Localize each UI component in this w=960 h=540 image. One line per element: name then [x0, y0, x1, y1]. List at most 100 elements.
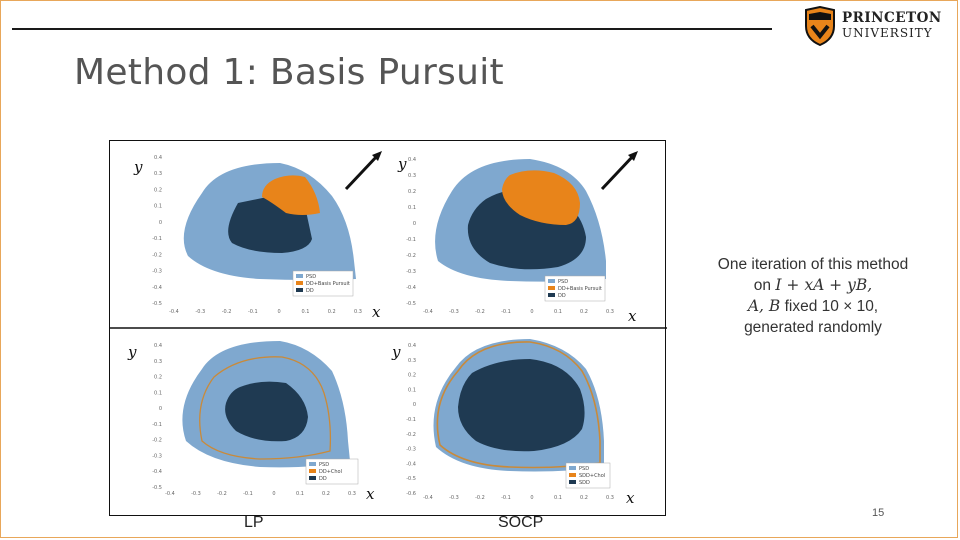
- x-tick-label: 0.3: [606, 495, 614, 501]
- note-line-1: One iteration of this method: [717, 256, 909, 273]
- x-tick-label: -0.3: [195, 309, 205, 315]
- y-tick-label: -0.2: [406, 432, 416, 438]
- legend: PSD SDD+Chol SDD: [565, 462, 611, 489]
- y-tick-label: 0.1: [154, 204, 162, 210]
- note-line-2-prefix: on: [753, 277, 776, 294]
- x-tick-label: -0.1: [248, 309, 258, 315]
- y-tick-label: -0.5: [152, 301, 162, 307]
- x-axis-var: x: [366, 485, 375, 503]
- legend: PSD DD+Chol DD: [305, 458, 359, 485]
- x-tick-label: -0.3: [191, 491, 201, 497]
- legend-dd-chol: DD+Chol: [319, 469, 342, 475]
- x-tick-label: -0.4: [165, 491, 175, 497]
- legend-dd: DD: [306, 288, 314, 294]
- x-tick-label: 0.1: [296, 491, 304, 497]
- note-line-3-math: A, B: [747, 297, 781, 315]
- y-tick-label: -0.4: [152, 285, 162, 291]
- y-tick-label: 0.3: [408, 173, 416, 179]
- sdd-region: [458, 359, 585, 452]
- arrow-left: [344, 153, 380, 191]
- y-tick-label: -0.2: [152, 252, 162, 258]
- y-tick-label: 0.1: [154, 390, 162, 396]
- x-tick-label: -0.2: [475, 495, 485, 501]
- slide-title: Method 1: Basis Pursuit: [74, 52, 504, 93]
- y-tick-label: 0.2: [408, 189, 416, 195]
- legend-psd: PSD: [579, 466, 589, 472]
- x-axis-var: x: [372, 303, 381, 321]
- y-tick-label: -0.3: [406, 269, 416, 275]
- x-tick-label: 0: [530, 309, 533, 315]
- caption-socp: SOCP: [498, 514, 544, 531]
- y-tick-label: 0.4: [408, 343, 416, 349]
- legend-psd: PSD: [558, 279, 568, 285]
- x-tick-label: 0.1: [301, 309, 309, 315]
- y-tick-label: 0.1: [408, 387, 416, 393]
- legend-psd: PSD: [319, 462, 329, 468]
- x-tick-label: 0: [272, 491, 275, 497]
- y-tick-label: 0: [413, 221, 416, 227]
- x-tick-label: -0.1: [501, 495, 511, 501]
- y-tick-label: -0.4: [406, 285, 416, 291]
- y-tick-label: 0.3: [408, 358, 416, 364]
- y-tick-label: 0.1: [408, 205, 416, 211]
- arrow-right-head: [628, 151, 638, 161]
- y-tick-label: 0: [159, 220, 162, 226]
- y-tick-label: -0.4: [406, 461, 416, 467]
- arrow-right: [600, 153, 636, 191]
- y-tick-label: -0.1: [152, 236, 162, 242]
- x-tick-label: 0.1: [554, 495, 562, 501]
- logo-line-1: PRINCETON: [842, 10, 942, 26]
- x-tick-label: -0.1: [501, 309, 511, 315]
- x-tick-label: 0.3: [348, 491, 356, 497]
- legend: PSD DD+Basis Pursuit DD: [544, 275, 606, 302]
- legend-dd-bp: DD+Basis Pursuit: [306, 281, 350, 287]
- y-tick-label: 0: [413, 402, 416, 408]
- x-tick-label: -0.3: [449, 495, 459, 501]
- x-tick-label: 0: [530, 495, 533, 501]
- logo-line-2: UNIVERSITY: [842, 26, 933, 40]
- y-tick-label: 0.2: [154, 375, 162, 381]
- title-rule: [12, 28, 772, 30]
- y-tick-label: -0.3: [152, 453, 162, 459]
- legend-sdd-chol: SDD+Chol: [579, 473, 605, 479]
- legend-dd: DD: [319, 476, 327, 482]
- dd-chol-outline: [199, 356, 332, 460]
- y-tick-label: -0.2: [152, 438, 162, 444]
- y-tick-label: 0.4: [408, 157, 416, 163]
- y-tick-label: 0.2: [154, 187, 162, 193]
- x-axis-var: x: [628, 307, 637, 325]
- x-tick-label: 0.2: [322, 491, 330, 497]
- y-tick-label: -0.5: [406, 301, 416, 307]
- y-axis-var: y: [127, 343, 137, 361]
- x-tick-label: 0.3: [606, 309, 614, 315]
- y-tick-label: -0.1: [406, 237, 416, 243]
- page-number: 15: [872, 507, 885, 519]
- note-line-3: A, B fixed 10 × 10,: [700, 296, 926, 317]
- x-tick-label: 0.3: [354, 309, 362, 315]
- method-note: One iteration of this method on I + xA +…: [700, 254, 926, 338]
- y-tick-label: 0.3: [154, 171, 162, 177]
- princeton-logo: PRINCETON UNIVERSITY: [804, 5, 954, 48]
- y-axis-var: y: [391, 343, 401, 361]
- legend-dd: DD: [558, 293, 566, 299]
- y-tick-label: -0.6: [406, 491, 416, 497]
- x-tick-label: 0.2: [328, 309, 336, 315]
- panel-top-left: y x 0.4 0.3 0.2 0.1 0 -0.1 -0.2 -0.3 -0.4 -0.5 -0.…: [133, 155, 381, 321]
- y-tick-label: -0.1: [152, 422, 162, 428]
- x-tick-label: -0.4: [169, 309, 179, 315]
- dd-basis-pursuit-region: [262, 175, 320, 215]
- panel-top-right: y x 0.4 0.3 0.2 0.1 0 -0.1 -0.2 -0.3 -0.4 -0.5 -0.…: [397, 155, 637, 325]
- y-tick-label: 0: [159, 406, 162, 412]
- note-line-3-text: fixed 10 × 10,: [780, 298, 879, 315]
- y-axis-var: y: [133, 158, 143, 176]
- caption-lp: LP: [244, 514, 264, 531]
- y-tick-label: 0.2: [408, 373, 416, 379]
- y-tick-label: -0.5: [406, 476, 416, 482]
- y-tick-label: -0.5: [152, 485, 162, 491]
- y-tick-label: 0.3: [154, 359, 162, 365]
- arrow-left-head: [372, 151, 382, 161]
- legend: PSD DD+Basis Pursuit DD: [292, 270, 354, 297]
- x-tick-label: -0.1: [243, 491, 253, 497]
- shield-icon: [805, 5, 835, 47]
